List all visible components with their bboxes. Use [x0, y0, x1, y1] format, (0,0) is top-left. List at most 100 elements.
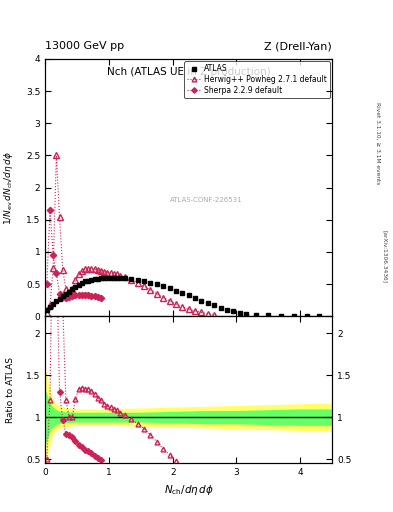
ATLAS [231, 308, 236, 314]
Herwig++ Powheg 2.7.1 default [135, 280, 140, 286]
Herwig++ Powheg 2.7.1 default [148, 287, 153, 293]
Legend: ATLAS, Herwig++ Powheg 2.7.1 default, Sherpa 2.2.9 default: ATLAS, Herwig++ Powheg 2.7.1 default, Sh… [184, 61, 330, 98]
ATLAS [48, 304, 52, 310]
Herwig++ Powheg 2.7.1 default [154, 291, 159, 297]
Sherpa 2.2.9 default [95, 294, 100, 300]
ATLAS [99, 275, 103, 282]
Herwig++ Powheg 2.7.1 default [48, 302, 52, 308]
ATLAS [206, 300, 210, 306]
Sherpa 2.2.9 default [64, 295, 68, 302]
Herwig++ Powheg 2.7.1 default [102, 269, 107, 275]
ATLAS [148, 280, 153, 286]
Herwig++ Powheg 2.7.1 default [129, 276, 134, 283]
Herwig++ Powheg 2.7.1 default [79, 268, 84, 274]
Sherpa 2.2.9 default [70, 293, 75, 299]
Herwig++ Powheg 2.7.1 default [174, 301, 178, 307]
Sherpa 2.2.9 default [76, 292, 81, 298]
Herwig++ Powheg 2.7.1 default [61, 267, 65, 273]
Sherpa 2.2.9 default [67, 294, 72, 300]
Herwig++ Powheg 2.7.1 default [167, 298, 172, 304]
Herwig++ Powheg 2.7.1 default [161, 294, 165, 301]
Sherpa 2.2.9 default [61, 294, 65, 300]
Herwig++ Powheg 2.7.1 default [123, 274, 127, 280]
Sherpa 2.2.9 default [89, 293, 94, 299]
Sherpa 2.2.9 default [54, 269, 59, 275]
Line: Sherpa 2.2.9 default: Sherpa 2.2.9 default [44, 208, 103, 301]
Herwig++ Powheg 2.7.1 default [70, 286, 75, 292]
Herwig++ Powheg 2.7.1 default [67, 289, 72, 295]
ATLAS [244, 311, 248, 317]
Herwig++ Powheg 2.7.1 default [86, 266, 90, 272]
Herwig++ Powheg 2.7.1 default [193, 308, 197, 314]
Herwig++ Powheg 2.7.1 default [111, 271, 116, 277]
Herwig++ Powheg 2.7.1 default [73, 277, 78, 283]
Sherpa 2.2.9 default [51, 252, 55, 258]
ATLAS [73, 284, 78, 290]
ATLAS [141, 278, 146, 284]
ATLAS [86, 278, 90, 284]
ATLAS [193, 295, 197, 301]
ATLAS [61, 293, 65, 300]
ATLAS [83, 278, 87, 284]
Herwig++ Powheg 2.7.1 default [95, 267, 100, 273]
ATLAS [105, 274, 110, 281]
ATLAS [167, 285, 172, 291]
ATLAS [54, 298, 59, 305]
Herwig++ Powheg 2.7.1 default [186, 306, 191, 312]
ATLAS [57, 296, 62, 302]
Line: Herwig++ Powheg 2.7.1 default: Herwig++ Powheg 2.7.1 default [44, 153, 217, 317]
ATLAS [212, 303, 217, 309]
Herwig++ Powheg 2.7.1 default [115, 271, 119, 278]
Herwig++ Powheg 2.7.1 default [89, 266, 94, 272]
Herwig++ Powheg 2.7.1 default [92, 266, 97, 272]
ATLAS [44, 307, 49, 313]
ATLAS [218, 305, 223, 311]
ATLAS [108, 274, 113, 281]
ATLAS [279, 313, 283, 319]
ATLAS [129, 275, 134, 282]
ATLAS [95, 275, 100, 282]
ATLAS [111, 274, 116, 281]
ATLAS [174, 287, 178, 293]
ATLAS [118, 274, 123, 281]
ATLAS [102, 275, 107, 281]
ATLAS [123, 275, 127, 281]
ATLAS [224, 307, 229, 313]
Herwig++ Powheg 2.7.1 default [64, 286, 68, 292]
Sherpa 2.2.9 default [92, 293, 97, 300]
ATLAS [199, 297, 204, 304]
Herwig++ Powheg 2.7.1 default [51, 265, 55, 271]
Herwig++ Powheg 2.7.1 default [99, 267, 103, 273]
Text: Nch (ATLAS UE in Z production): Nch (ATLAS UE in Z production) [107, 67, 270, 77]
Herwig++ Powheg 2.7.1 default [57, 214, 62, 220]
Herwig++ Powheg 2.7.1 default [206, 311, 210, 317]
Sherpa 2.2.9 default [83, 292, 87, 298]
ATLAS [304, 313, 309, 319]
Y-axis label: Ratio to ATLAS: Ratio to ATLAS [6, 357, 15, 423]
Sherpa 2.2.9 default [44, 281, 49, 287]
Y-axis label: $1/N_{\rm ev}\,dN_{\rm ch}/d\eta\,d\phi$: $1/N_{\rm ev}\,dN_{\rm ch}/d\eta\,d\phi$ [2, 151, 15, 225]
Sherpa 2.2.9 default [99, 294, 103, 301]
ATLAS [89, 277, 94, 283]
Text: ATLAS-CONF-226531: ATLAS-CONF-226531 [169, 198, 242, 203]
ATLAS [186, 292, 191, 298]
Herwig++ Powheg 2.7.1 default [54, 153, 59, 159]
Sherpa 2.2.9 default [57, 291, 62, 297]
ATLAS [154, 282, 159, 288]
Herwig++ Powheg 2.7.1 default [105, 269, 110, 275]
Herwig++ Powheg 2.7.1 default [44, 310, 49, 316]
ATLAS [79, 280, 84, 286]
Herwig++ Powheg 2.7.1 default [199, 309, 204, 315]
Herwig++ Powheg 2.7.1 default [83, 266, 87, 272]
Text: 13000 GeV pp: 13000 GeV pp [45, 41, 124, 51]
ATLAS [180, 290, 185, 296]
ATLAS [161, 283, 165, 289]
Line: ATLAS: ATLAS [44, 275, 322, 318]
Herwig++ Powheg 2.7.1 default [108, 270, 113, 276]
Herwig++ Powheg 2.7.1 default [76, 271, 81, 278]
Text: Z (Drell-Yan): Z (Drell-Yan) [264, 41, 332, 51]
Text: Rivet 3.1.10, ≥ 3.1M events: Rivet 3.1.10, ≥ 3.1M events [376, 102, 380, 184]
ATLAS [64, 291, 68, 297]
ATLAS [70, 286, 75, 292]
ATLAS [237, 309, 242, 315]
